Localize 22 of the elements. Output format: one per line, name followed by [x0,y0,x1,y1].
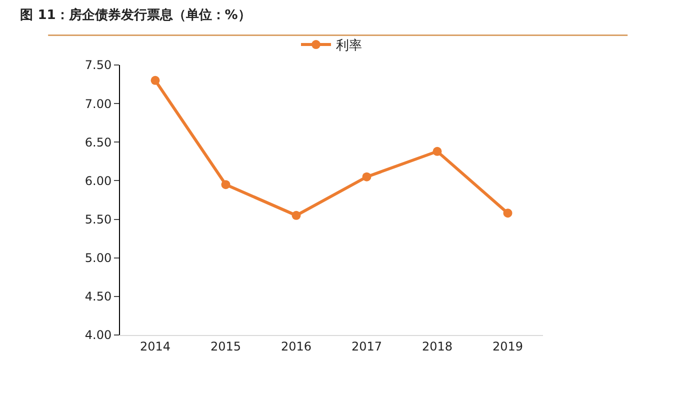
x-tick-label: 2014 [140,339,171,354]
y-tick-label: 5.00 [84,251,112,266]
x-tick-label: 2015 [210,339,242,354]
y-tick-label: 7.50 [84,58,112,72]
y-tick-label: 4.50 [84,290,112,304]
x-tick-label: 2018 [422,339,453,354]
y-tick-label: 5.50 [84,212,112,226]
point [292,210,301,220]
point [150,76,160,85]
chart-title: 图 11：房企债券发行票息（单位：%） [20,7,251,24]
point [432,146,442,156]
x-tick-label: 2017 [351,339,382,354]
y-tick-label: 7.00 [84,96,112,111]
legend-label: 利率 [336,38,362,54]
point [362,172,372,182]
y-tick-label: 6.50 [84,135,112,150]
point [221,180,230,190]
y-tick-label: 6.00 [84,174,112,188]
x-tick-label: 2016 [280,339,312,354]
x-tick-label: 2019 [492,339,524,354]
point [503,208,512,218]
y-tick-label: 4.00 [84,328,112,342]
